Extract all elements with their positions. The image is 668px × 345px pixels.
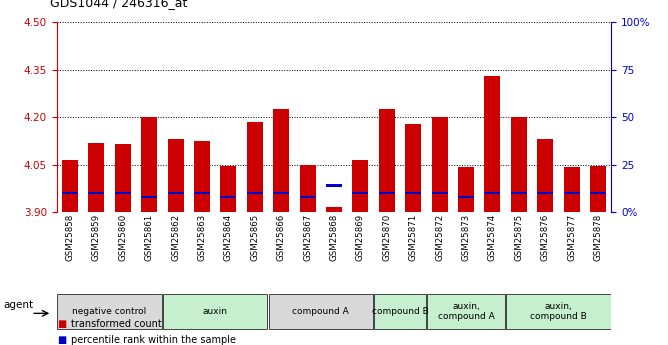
Text: ■: ■: [57, 319, 66, 329]
Bar: [247, 192, 263, 195]
Bar: [273, 109, 289, 212]
Text: GSM25875: GSM25875: [514, 214, 523, 261]
Text: GSM25860: GSM25860: [118, 214, 128, 261]
Bar: [564, 192, 580, 195]
Bar: [194, 192, 210, 195]
Bar: [247, 122, 263, 212]
FancyBboxPatch shape: [506, 294, 611, 329]
Text: ■: ■: [57, 335, 66, 345]
Text: compound A: compound A: [293, 307, 349, 316]
Bar: [300, 165, 315, 212]
Bar: [115, 192, 131, 195]
Text: GSM25868: GSM25868: [329, 214, 339, 261]
Bar: [88, 142, 104, 212]
Bar: [432, 117, 448, 212]
Bar: [537, 139, 553, 212]
Bar: [220, 166, 236, 212]
Bar: [405, 192, 421, 195]
Bar: [88, 192, 104, 195]
Text: negative control: negative control: [72, 307, 147, 316]
Text: GSM25862: GSM25862: [171, 214, 180, 261]
Bar: [62, 192, 78, 195]
Bar: [168, 139, 184, 212]
Text: auxin,
compound B: auxin, compound B: [530, 302, 587, 321]
Text: agent: agent: [3, 300, 33, 310]
Bar: [353, 192, 368, 195]
Text: GSM25869: GSM25869: [356, 214, 365, 261]
Text: GSM25858: GSM25858: [65, 214, 74, 261]
Bar: [220, 196, 236, 198]
Bar: [141, 117, 157, 212]
Bar: [62, 160, 78, 212]
Bar: [458, 196, 474, 198]
FancyBboxPatch shape: [374, 294, 426, 329]
Text: GSM25865: GSM25865: [250, 214, 259, 261]
Text: GSM25867: GSM25867: [303, 214, 312, 261]
Text: GSM25864: GSM25864: [224, 214, 233, 261]
Bar: [115, 144, 131, 212]
Text: GSM25861: GSM25861: [145, 214, 154, 261]
Bar: [537, 192, 553, 195]
Bar: [300, 196, 315, 198]
Bar: [590, 192, 606, 195]
Bar: [326, 207, 342, 212]
Text: percentile rank within the sample: percentile rank within the sample: [71, 335, 236, 345]
Text: GSM25859: GSM25859: [92, 214, 101, 261]
Bar: [168, 192, 184, 195]
Text: compound B: compound B: [371, 307, 428, 316]
Bar: [564, 167, 580, 212]
Bar: [511, 117, 527, 212]
Text: GSM25871: GSM25871: [409, 214, 418, 261]
Bar: [405, 124, 421, 212]
Text: auxin: auxin: [202, 307, 228, 316]
FancyBboxPatch shape: [269, 294, 373, 329]
Text: transformed count: transformed count: [71, 319, 162, 329]
Bar: [353, 160, 368, 212]
Text: GSM25874: GSM25874: [488, 214, 497, 261]
Text: GDS1044 / 246316_at: GDS1044 / 246316_at: [50, 0, 188, 9]
Bar: [273, 192, 289, 195]
Text: GSM25872: GSM25872: [435, 214, 444, 261]
Text: GSM25877: GSM25877: [567, 214, 576, 261]
Text: auxin,
compound A: auxin, compound A: [438, 302, 494, 321]
Text: GSM25870: GSM25870: [382, 214, 391, 261]
Bar: [141, 196, 157, 198]
Text: GSM25878: GSM25878: [594, 214, 603, 261]
Text: GSM25866: GSM25866: [277, 214, 286, 261]
Bar: [511, 192, 527, 195]
FancyBboxPatch shape: [57, 294, 162, 329]
Bar: [379, 109, 395, 212]
Text: GSM25876: GSM25876: [540, 214, 550, 261]
Bar: [379, 192, 395, 195]
Bar: [484, 76, 500, 212]
Bar: [484, 192, 500, 195]
Bar: [590, 166, 606, 212]
Bar: [458, 167, 474, 212]
Text: GSM25873: GSM25873: [462, 214, 470, 261]
Text: GSM25863: GSM25863: [198, 214, 206, 261]
Bar: [194, 141, 210, 212]
FancyBboxPatch shape: [427, 294, 505, 329]
Bar: [432, 192, 448, 195]
FancyBboxPatch shape: [163, 294, 267, 329]
Bar: [326, 184, 342, 187]
